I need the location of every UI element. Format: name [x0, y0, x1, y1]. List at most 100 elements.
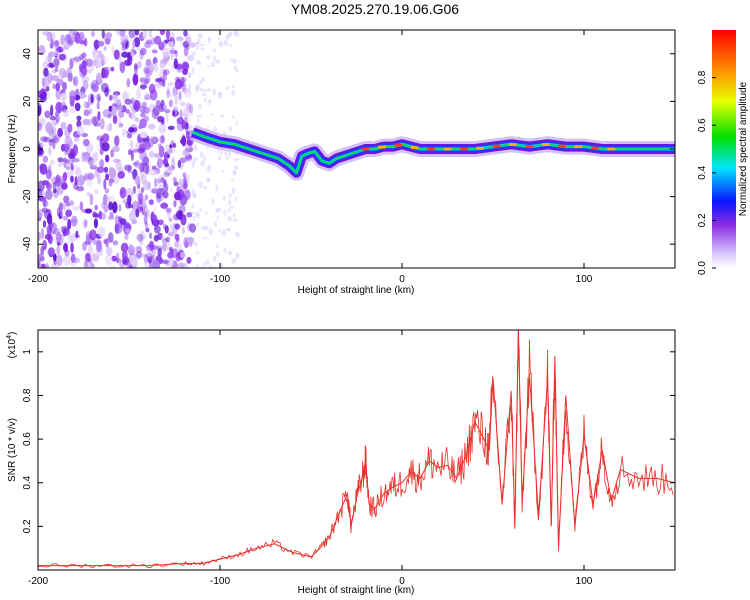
noise-blob: [45, 85, 50, 92]
noise-blob: [96, 240, 103, 253]
noise-blob: [211, 198, 215, 205]
noise-blob: [124, 98, 133, 105]
snr-panel: -200 -100 0 100 0.2 0.4 0.6 0.8 1 Height of str…: [6, 329, 676, 596]
noise-blob: [60, 178, 67, 190]
noise-blob: [126, 77, 131, 88]
noise-blob: [157, 219, 164, 226]
noise-blob: [42, 31, 49, 36]
noise-blob: [105, 173, 109, 181]
noise-blob: [58, 53, 66, 61]
spectrogram-x-ticks: -200 -100 0 100: [28, 30, 593, 285]
noise-blob: [189, 223, 197, 233]
noise-blob: [63, 42, 70, 50]
noise-blob: [143, 141, 149, 148]
noise-blob: [136, 87, 142, 100]
noise-blob: [145, 163, 150, 175]
noise-blob: [105, 124, 111, 132]
noise-blob: [199, 79, 203, 85]
noise-blob: [185, 130, 190, 139]
noise-blob: [198, 181, 203, 189]
noise-blob: [148, 232, 153, 240]
noise-blob: [50, 38, 54, 49]
noise-blob: [117, 170, 125, 179]
noise-blob: [87, 244, 93, 255]
noise-blob: [181, 119, 186, 130]
snr-x-label: Height of straight line (km): [298, 585, 415, 596]
noise-blob: [148, 168, 157, 176]
noise-blob: [43, 136, 51, 143]
noise-blob: [145, 221, 149, 233]
noise-blob: [125, 109, 130, 114]
figure-title: YM08.2025.270.19.06.G06: [291, 1, 459, 17]
noise-blob: [113, 49, 120, 60]
noise-blob: [198, 35, 203, 39]
noise-blob: [88, 156, 94, 167]
spectrogram-y-ticks: -40 -20 0 20 40: [22, 48, 675, 251]
noise-blob: [82, 218, 88, 230]
noise-blob: [206, 165, 212, 173]
noise-blob: [83, 109, 90, 117]
noise-blob: [172, 110, 176, 117]
noise-blob: [91, 83, 99, 93]
noise-blob: [167, 40, 174, 48]
noise-blob: [129, 140, 134, 151]
noise-blob: [228, 192, 232, 199]
noise-blob: [93, 218, 99, 229]
noise-blob: [76, 167, 82, 180]
noise-blob: [48, 51, 56, 57]
spectrogram-y-label: Frequency (Hz): [7, 115, 18, 184]
noise-blob: [46, 31, 53, 42]
noise-blob: [48, 146, 52, 156]
noise-blob: [89, 59, 95, 71]
noise-blob: [200, 151, 204, 159]
noise-blob: [64, 33, 72, 44]
noise-blob: [78, 91, 86, 100]
noise-blob: [93, 55, 101, 67]
noise-blob: [93, 94, 100, 99]
noise-blob: [167, 256, 174, 268]
noise-blob: [112, 158, 120, 163]
noise-blob: [42, 76, 50, 88]
x-tick-label: 0: [399, 576, 405, 587]
colorbar-ticks: 0.0 0.2 0.4 0.6 0.8: [697, 70, 716, 275]
noise-blob: [102, 108, 111, 118]
noise-blob: [121, 51, 129, 58]
noise-blob: [174, 223, 181, 230]
noise-blob: [112, 115, 118, 125]
noise-blob: [128, 113, 136, 120]
noise-blob: [199, 87, 204, 92]
ridge-hotspot: [509, 142, 518, 146]
noise-blob: [203, 225, 209, 231]
noise-blob: [205, 55, 211, 60]
noise-blob: [53, 189, 57, 194]
noise-blob: [158, 145, 165, 158]
noise-blob: [118, 50, 122, 63]
noise-blob: [71, 215, 78, 227]
noise-blob: [140, 173, 147, 185]
noise-blob: [216, 214, 219, 221]
noise-blob: [99, 159, 105, 168]
noise-blob: [140, 112, 146, 118]
noise-blob: [134, 175, 141, 186]
noise-blob: [143, 179, 149, 191]
noise-blob: [62, 70, 68, 78]
colorbar-tick-label: 0.0: [697, 261, 708, 275]
noise-blob: [222, 195, 226, 202]
noise-blob: [55, 174, 61, 187]
noise-blob: [90, 94, 94, 104]
noise-blob: [63, 243, 68, 252]
noise-blob: [81, 52, 85, 60]
noise-blob: [235, 120, 238, 126]
noise-blob: [228, 198, 232, 206]
noise-blob: [40, 246, 45, 256]
noise-blob: [168, 99, 173, 108]
noise-blob: [46, 213, 53, 225]
noise-blob: [182, 149, 190, 157]
noise-blob: [143, 215, 148, 222]
noise-blob: [223, 39, 229, 46]
noise-blob: [53, 253, 57, 262]
noise-blob: [167, 251, 174, 259]
noise-blob: [199, 43, 204, 47]
noise-blob: [121, 128, 127, 137]
noise-blob: [165, 111, 169, 123]
